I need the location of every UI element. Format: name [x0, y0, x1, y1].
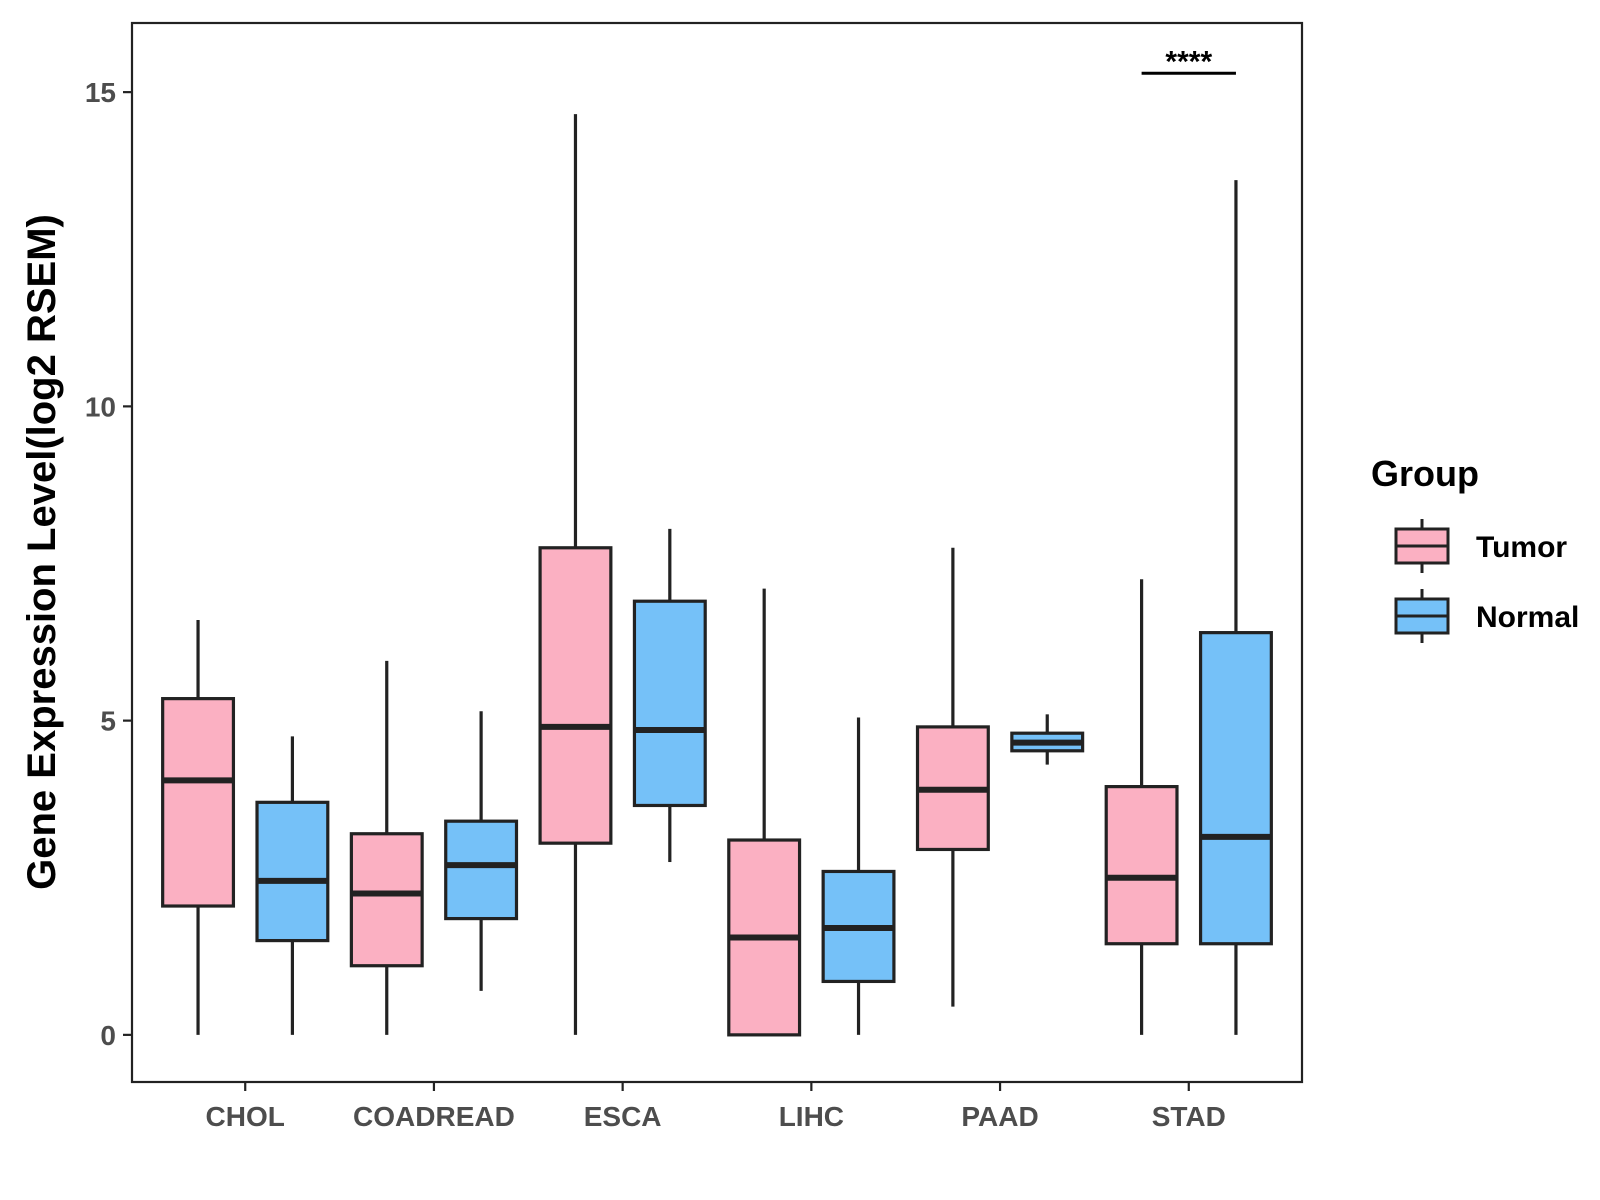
- box-normal-stad: [1198, 180, 1273, 1035]
- box-series: [161, 114, 1273, 1037]
- legend-label: Normal: [1476, 601, 1579, 634]
- y-axis-label: Gene Expression Level(log2 RSEM): [20, 214, 64, 890]
- box-body: [1104, 785, 1179, 946]
- y-tick-label: 10: [85, 391, 116, 422]
- box-normal-lihc: [821, 717, 896, 1035]
- legend: Group Tumor Normal: [1371, 453, 1579, 643]
- y-axis: 0 5 10 15: [85, 77, 132, 1051]
- significance-annotations: ****: [1141, 45, 1236, 78]
- box-body: [161, 697, 236, 908]
- box-tumor-lihc: [727, 588, 802, 1037]
- box-normal-coadread: [444, 711, 519, 991]
- y-tick-label: 5: [100, 706, 116, 737]
- box-body: [538, 546, 613, 845]
- box-body: [255, 800, 330, 943]
- significance-label: ****: [1165, 45, 1212, 78]
- box-tumor-stad: [1104, 579, 1179, 1035]
- x-tick-label: LIHC: [779, 1101, 844, 1132]
- x-tick-label: STAD: [1152, 1101, 1226, 1132]
- y-tick-label: 0: [100, 1020, 116, 1051]
- x-tick-label: COADREAD: [353, 1101, 515, 1132]
- box-tumor-paad: [915, 547, 990, 1007]
- x-tick-label: PAAD: [961, 1101, 1038, 1132]
- box-body: [632, 599, 707, 808]
- legend-item-tumor: Tumor: [1394, 519, 1567, 573]
- box-normal-paad: [1010, 714, 1085, 765]
- box-tumor-chol: [161, 620, 236, 1035]
- x-axis: CHOL COADREAD ESCA LIHC PAAD STAD: [206, 1082, 1226, 1132]
- legend-label: Tumor: [1476, 531, 1567, 564]
- box-body: [349, 832, 424, 968]
- box-normal-esca: [632, 528, 707, 863]
- box-normal-chol: [255, 736, 330, 1035]
- legend-title: Group: [1371, 453, 1479, 494]
- x-tick-label: ESCA: [584, 1101, 662, 1132]
- x-tick-label: CHOL: [206, 1101, 285, 1132]
- legend-item-normal: Normal: [1394, 589, 1579, 643]
- box-tumor-coadread: [349, 660, 424, 1035]
- box-tumor-esca: [538, 114, 613, 1035]
- y-tick-label: 15: [85, 77, 116, 108]
- box-body: [1198, 631, 1273, 946]
- box-body: [444, 819, 519, 921]
